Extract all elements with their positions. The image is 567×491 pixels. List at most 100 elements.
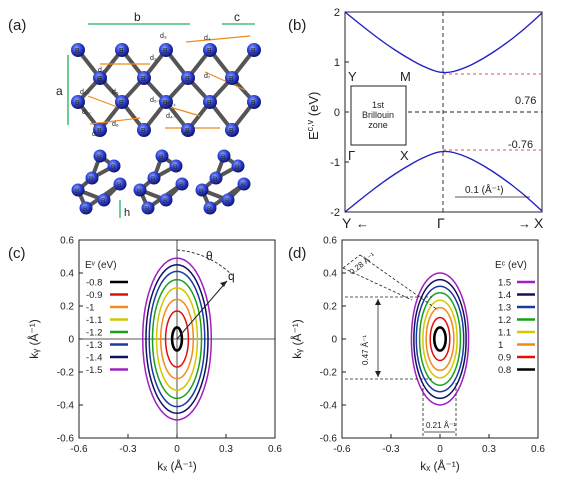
ytick-label: 0: [334, 107, 340, 119]
lattice-bond-labels: d₁ d₂ d₂₋ d₂₊ d₁₊ d₁₋ d₃ d₄ d₄₊ d₄₋ d₅ d₆ d₇ d₅₋ d₆₊: [80, 33, 211, 138]
bond-label: d₂₋: [98, 67, 109, 74]
legend-d-title: Eᶜ (eV): [495, 260, 527, 271]
contour--0.9: [164, 310, 190, 368]
q-vector-head: [220, 281, 227, 287]
atom-label: B: [75, 48, 80, 55]
side-atom: [195, 183, 209, 197]
bond-label: d₄₋: [166, 113, 177, 120]
valence-band: [344, 150, 543, 213]
boron-atom: [137, 123, 151, 137]
xtick-label: -0.6: [333, 444, 351, 455]
bond-label: d₁: [92, 131, 99, 138]
ytick-label: -0.4: [57, 401, 75, 412]
bond-label: d₁₊: [80, 89, 90, 96]
side-atom: [113, 177, 127, 191]
legend-label: 1.5: [498, 278, 511, 289]
contour-d-curves: [410, 272, 470, 406]
side-atom: [147, 171, 161, 185]
theta-label: θ: [206, 249, 213, 263]
gap-bottom-label: -0.76: [508, 139, 533, 151]
annot-047: 0.47 Å⁻¹: [361, 335, 370, 365]
legend-d: 1.51.4 1.31.2 1.11 0.90.8: [498, 278, 535, 376]
legend-label: -1.1: [86, 315, 102, 326]
boron-atom: [93, 71, 107, 85]
legend-label: 1.1: [498, 328, 511, 339]
contour--1.3: [148, 270, 206, 408]
contour-1.2: [418, 292, 462, 386]
ytick-label: -0.6: [57, 434, 75, 445]
boron-atom: [71, 95, 85, 109]
side-atom: [107, 159, 121, 173]
side-atom-label: B: [173, 164, 177, 171]
side-atom: [203, 201, 217, 215]
legend-label: -0.9: [86, 290, 102, 301]
theta-arc: [176, 249, 233, 276]
atom-label: B: [163, 48, 168, 55]
ytick-label: 1: [334, 57, 340, 69]
panel-d-label: (d): [288, 245, 306, 262]
bz-M: M: [400, 69, 411, 84]
atom-label: B: [251, 100, 256, 107]
side-atom-label: B: [235, 164, 239, 171]
ytick-label: -0.6: [320, 434, 338, 445]
contour-c-curves: [141, 257, 213, 421]
side-atom-label: B: [225, 198, 229, 205]
ytick-label: -1: [330, 157, 340, 169]
atom-label: B: [97, 128, 102, 135]
side-atom-label: B: [97, 154, 101, 161]
legend-label: -1.4: [86, 353, 102, 364]
contour-1.4: [413, 278, 467, 400]
side-atom: [217, 149, 231, 163]
side-atom: [237, 177, 251, 191]
contour-c-ticks: -0.6 -0.3 0 0.3 0.6 0.6 0.4 0.2 0 -0.2 -0.4 -0.6: [57, 236, 283, 456]
panel-b-label: (b): [288, 17, 306, 34]
side-atom: [71, 183, 85, 197]
contour-d-ticks: -0.6 -0.3 0 0.3 0.6 0.6 0.4 0.2 0 -0.2 -0.4 -0.6: [320, 236, 546, 456]
ytick-label: 0.2: [323, 302, 337, 313]
boron-atom: [159, 95, 173, 109]
bond-label: d₄₊: [166, 101, 177, 108]
ytick-label: 0.2: [60, 302, 74, 313]
side-atom-label: B: [151, 176, 155, 183]
contour--1.4: [145, 264, 209, 414]
legend-label: 1.3: [498, 303, 511, 314]
side-atom-label: B: [159, 154, 163, 161]
arrow-right: →: [518, 216, 531, 231]
ytick-label: 2: [334, 7, 340, 19]
ytick-label: 0.6: [60, 236, 74, 247]
distance-arrow: [185, 35, 251, 43]
xtick-label: -0.3: [119, 444, 137, 455]
contour-0.8: [432, 326, 448, 352]
arrow-left: ←: [356, 216, 369, 231]
xtick-label: 0.6: [268, 444, 282, 455]
ytick-label: -0.4: [320, 401, 338, 412]
boron-atom: [181, 123, 195, 137]
boron-atom: [93, 123, 107, 137]
legend-label: -0.8: [86, 278, 102, 289]
side-atom-label: B: [101, 198, 105, 205]
xtick-label: -0.3: [382, 444, 400, 455]
bond-label: d₂: [150, 55, 157, 62]
xtick-label: -0.6: [70, 444, 88, 455]
annot-021: 0.21 Å⁻¹: [426, 421, 456, 430]
legend-label: -1.3: [86, 340, 102, 351]
side-atom-label: B: [241, 182, 245, 189]
bond-label: d₃: [160, 33, 167, 40]
atom-label: B: [207, 48, 212, 55]
contour-1.1: [422, 299, 458, 379]
contour--1.5: [141, 257, 213, 421]
boron-atom: [181, 71, 195, 85]
boron-atom: [247, 43, 261, 57]
side-atom-label: B: [89, 176, 93, 183]
dim-c-label: c: [234, 10, 240, 24]
bz-text-1: 1st: [372, 100, 385, 110]
conduction-band: [344, 11, 543, 74]
panel-a: (a) b c a h B B B B B B B B B B B B B B B B B B d₁ d₂ d₂₋ d₂…: [8, 10, 261, 219]
bz-text-3: zone: [368, 120, 388, 130]
xtick-label: 0: [437, 444, 443, 455]
contour-1.3: [415, 285, 465, 393]
side-atom: [97, 193, 111, 207]
legend-label: 0.8: [498, 365, 511, 376]
atom-label: B: [141, 76, 146, 83]
